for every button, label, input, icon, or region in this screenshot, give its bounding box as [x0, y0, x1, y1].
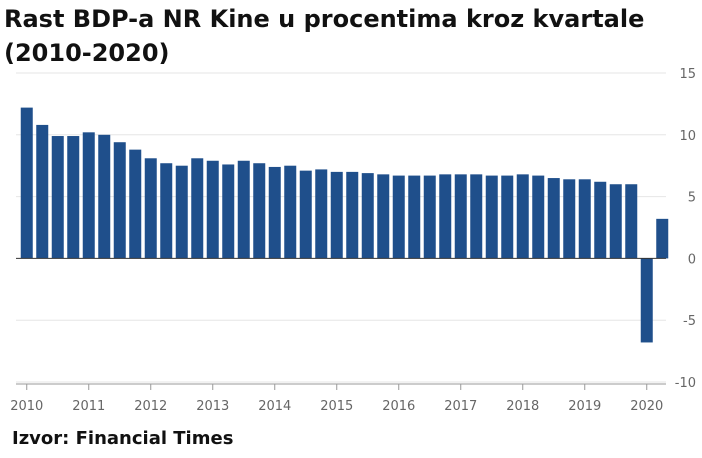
x-tick-label: 2010 [10, 399, 43, 414]
bar [206, 160, 219, 259]
bar [284, 165, 297, 259]
bar [160, 163, 173, 259]
bar [82, 132, 95, 259]
bar [625, 184, 638, 259]
bar [640, 258, 653, 343]
x-tick-label: 2019 [568, 399, 601, 414]
bar [36, 124, 49, 259]
x-tick-label: 2017 [444, 399, 477, 414]
y-tick-label: 10 [679, 129, 696, 144]
x-tick-label: 2011 [72, 399, 105, 414]
bar [315, 169, 328, 259]
x-tick-label: 2018 [506, 399, 539, 414]
bar [346, 171, 359, 259]
x-tick-label: 2015 [320, 399, 353, 414]
bar [578, 179, 591, 259]
x-tick-label: 2013 [196, 399, 229, 414]
bar [532, 175, 545, 259]
bar [237, 160, 250, 259]
bar [20, 107, 33, 259]
x-tick-label: 2020 [630, 399, 663, 414]
axes: 15 10 5 0 -5 -10 2010 2011 2012 2013 2014 2015 2016 2… [10, 67, 696, 414]
bar [377, 174, 390, 259]
y-tick-label: 5 [688, 191, 696, 206]
bar [253, 163, 266, 259]
y-tick-label: 15 [679, 67, 696, 82]
x-tick-label: 2016 [382, 399, 415, 414]
y-tick-label: -5 [683, 314, 696, 329]
bar [361, 173, 374, 259]
bar [470, 174, 483, 259]
bar [392, 175, 405, 259]
bars [20, 107, 669, 343]
x-tick-label: 2012 [134, 399, 167, 414]
x-tick-label: 2014 [258, 399, 291, 414]
source-note: Izvor: Financial Times [12, 428, 234, 449]
bar [98, 134, 111, 259]
bar [51, 136, 64, 259]
bar [501, 175, 514, 259]
bar [656, 218, 669, 259]
chart-title: Rast BDP-a NR Kine u procentima kroz kva… [4, 5, 645, 67]
bar [594, 181, 607, 259]
bar [454, 174, 467, 259]
bar [439, 174, 452, 259]
bar [408, 175, 421, 259]
y-tick-label: 0 [688, 252, 696, 267]
bar [268, 166, 281, 259]
bar [191, 158, 204, 259]
bar [129, 149, 142, 259]
bar [222, 164, 235, 259]
bar [330, 171, 343, 259]
y-tick-label: -10 [675, 376, 696, 391]
bar [299, 170, 312, 259]
bar [113, 142, 126, 259]
bar [563, 179, 576, 259]
bar [516, 174, 529, 259]
bar [485, 175, 498, 259]
bar [547, 178, 560, 259]
bar [609, 184, 622, 259]
bar [144, 158, 157, 259]
bar [175, 165, 188, 259]
bar [67, 136, 80, 259]
bar [423, 175, 436, 259]
